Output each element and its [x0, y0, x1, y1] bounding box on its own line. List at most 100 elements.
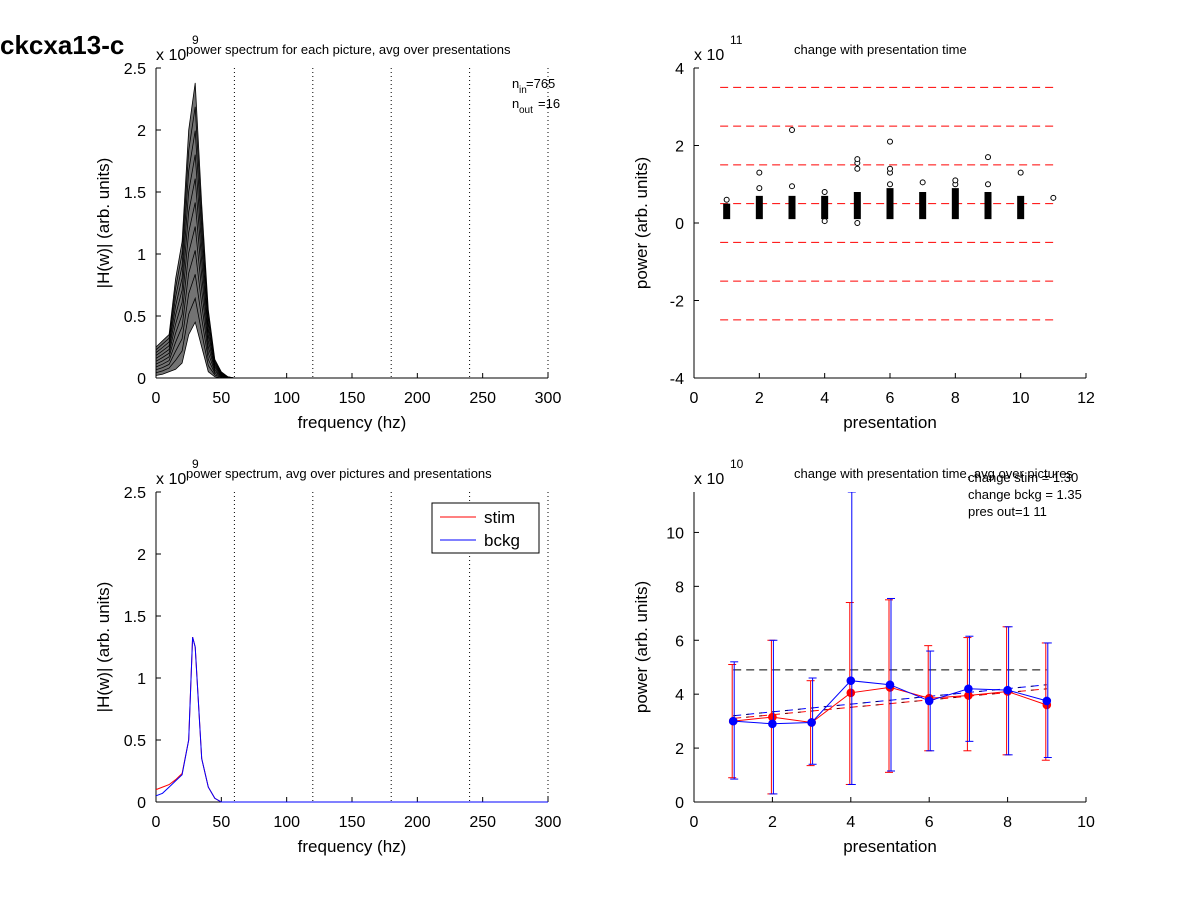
p4-y-tick-label: 0 — [675, 795, 684, 812]
p2-point-cluster — [853, 192, 861, 220]
p4-exponent: x 10 — [694, 471, 724, 488]
p2-point — [887, 138, 893, 145]
p3-y-tick-label: 1 — [137, 671, 146, 688]
p2-y-tick-label: 4 — [675, 61, 684, 78]
p2-point — [821, 218, 828, 225]
p4-y-axis-label: power (arb. units) — [632, 581, 651, 713]
p4-annotation: pres out=1 11 — [968, 504, 1047, 519]
p1-annotation-n: n — [512, 96, 519, 111]
p1-y-tick-label: 0.5 — [124, 309, 146, 326]
p4-errorbars-stim — [728, 599, 1050, 795]
p2-exponent: x 10 — [694, 47, 724, 64]
p1-x-tick-label: 0 — [152, 390, 161, 407]
p4-exponent-power: 10 — [730, 457, 744, 471]
p2-point — [919, 179, 926, 186]
p4-x-tick-label: 10 — [1077, 814, 1095, 831]
p1-x-tick-label: 300 — [535, 390, 562, 407]
p2-point-cluster — [886, 188, 894, 220]
p3-legend — [431, 502, 540, 554]
p3-x-tick-label: 0 — [152, 814, 161, 831]
p2-x-axis-label: presentation — [843, 413, 937, 432]
p2-point — [887, 165, 893, 172]
p4-y-tick-label: 2 — [675, 741, 684, 758]
p3-x-tick-label: 250 — [469, 814, 496, 831]
p3-series-bckg — [155, 636, 548, 803]
p4-y-tick-label: 6 — [675, 633, 684, 650]
p1-exponent: x 10 — [156, 47, 186, 64]
p4-y-tick-label: 8 — [675, 579, 684, 596]
p4-series-stim — [733, 686, 1047, 724]
p2-point — [854, 220, 861, 226]
p4-trend-overlay — [733, 688, 1047, 719]
p2-point — [854, 156, 861, 163]
p1-x-tick-label: 150 — [339, 390, 366, 407]
p1-y-tick-label: 1 — [137, 247, 146, 264]
p1-spectrum-trace — [155, 154, 548, 379]
p4-x-tick-label: 6 — [925, 814, 934, 831]
p2-y-tick-label: 2 — [675, 139, 684, 156]
p1-x-tick-label: 200 — [404, 390, 431, 407]
p4-x-tick-label: 8 — [1003, 814, 1012, 831]
p2-title: change with presentation time — [794, 42, 967, 57]
p3-exponent-power: 9 — [192, 457, 199, 471]
p3-title: power spectrum, avg over pictures and pr… — [186, 466, 492, 481]
p1-y-tick-label: 2.5 — [124, 61, 146, 78]
p2-x-tick-label: 0 — [690, 390, 699, 407]
p1-x-tick-label: 100 — [273, 390, 300, 407]
p1-x-tick-label: 50 — [212, 390, 230, 407]
p1-spectrum-trace — [155, 130, 548, 379]
p2-x-tick-label: 6 — [886, 390, 895, 407]
p2-y-tick-label: -2 — [670, 294, 684, 311]
p2-x-tick-label: 2 — [755, 390, 764, 407]
p2-point-cluster — [723, 203, 731, 220]
p3-exponent: x 10 — [156, 471, 186, 488]
p1-spectrum-trace — [155, 226, 548, 379]
p2-point-cluster — [951, 188, 959, 220]
p1-title: power spectrum for each picture, avg ove… — [186, 42, 511, 57]
p2-point — [789, 127, 795, 133]
p4-marker-bckg — [924, 696, 934, 706]
p2-y-axis-label: power (arb. units) — [632, 157, 651, 289]
p2-point — [756, 169, 763, 176]
p4-marker-bckg — [964, 684, 973, 694]
p3-y-tick-label: 2.5 — [124, 485, 146, 502]
p4-y-tick-label: 4 — [675, 687, 684, 704]
p1-y-tick-label: 0 — [137, 371, 146, 388]
p1-y-tick-label: 1.5 — [124, 185, 146, 202]
p1-annotation-sub: out — [519, 105, 533, 116]
page-title: ckcxa13-c — [0, 30, 125, 60]
p2-point — [854, 165, 861, 172]
p3-x-tick-label: 100 — [273, 814, 300, 831]
p1-annotation-value: =16 — [538, 96, 560, 111]
p2-y-tick-label: -4 — [670, 371, 684, 388]
p4-y-tick-label: 10 — [666, 525, 684, 542]
p2-point — [1050, 194, 1057, 201]
p4-marker-bckg — [1003, 685, 1012, 695]
p1-y-tick-label: 2 — [137, 123, 146, 140]
p2-point — [789, 183, 795, 190]
p3-x-axis-label: frequency (hz) — [298, 837, 407, 856]
p1-spectrum-trace — [155, 82, 548, 379]
p4-marker-bckg — [768, 719, 777, 729]
p4-marker-bckg — [1042, 696, 1052, 706]
p2-point — [723, 196, 730, 203]
p1-x-axis-label: frequency (hz) — [298, 413, 407, 432]
p2-x-tick-label: 4 — [820, 390, 829, 407]
p2-point-cluster — [919, 192, 927, 220]
p2-point — [985, 181, 991, 188]
p3-series-stim — [155, 636, 548, 803]
p1-spectrum-trace — [155, 202, 548, 379]
p2-point-cluster — [821, 195, 829, 220]
p4-marker-bckg — [885, 680, 895, 690]
p4-annotation: change bckg = 1.35 — [968, 487, 1082, 502]
p4-title: change with presentation time, avg over … — [794, 466, 1073, 481]
p3-y-tick-label: 0 — [137, 795, 146, 812]
p4-marker-stim — [846, 688, 856, 698]
p2-point — [887, 181, 893, 188]
p2-point — [1017, 169, 1024, 176]
p1-y-axis-label: |H(w)| (arb. units) — [94, 158, 113, 289]
p3-y-axis-label: |H(w)| (arb. units) — [94, 582, 113, 713]
p4-x-tick-label: 4 — [846, 814, 855, 831]
p1-spectrum-trace — [155, 178, 548, 379]
